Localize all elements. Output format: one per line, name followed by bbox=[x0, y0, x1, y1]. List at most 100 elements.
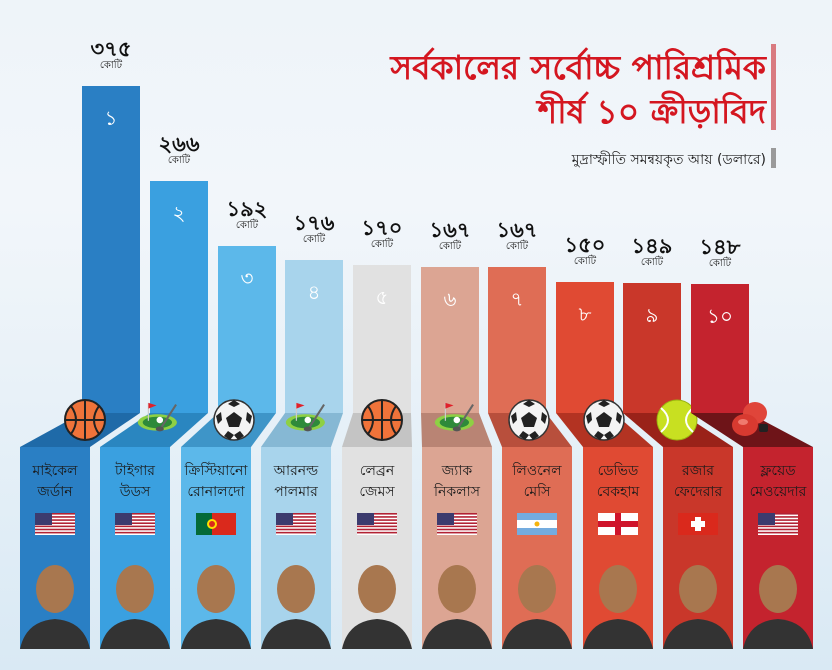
value-number: ২৬৬ bbox=[158, 132, 200, 156]
athlete-name: আরনল্ড পালমার bbox=[273, 463, 319, 500]
value-label: ১৭৬ কোটি bbox=[274, 212, 354, 246]
rank-label: ৫ bbox=[375, 285, 389, 309]
title-accent-bar bbox=[771, 44, 776, 130]
value-unit: কোটি bbox=[573, 256, 597, 267]
value-number: ১৭০ bbox=[361, 216, 403, 240]
football-icon bbox=[212, 398, 256, 442]
chart-title: সর্বকালের সর্বোচ্চ পারিশ্রমিক শীর্ষ ১০ ক… bbox=[390, 46, 766, 134]
basketball-icon bbox=[360, 398, 404, 442]
value-label: ১৪৮ কোটি bbox=[680, 236, 760, 270]
bar-2: ২ bbox=[150, 181, 208, 413]
title-line-1: সর্বকালের সর্বোচ্চ পারিশ্রমিক bbox=[390, 48, 766, 87]
bar-4: ৪ bbox=[285, 260, 343, 413]
flag-argentina-icon bbox=[517, 513, 557, 535]
flag-usa-icon bbox=[276, 513, 316, 535]
athlete-photo bbox=[583, 547, 653, 649]
value-label: ১৪৯ কোটি bbox=[612, 235, 692, 269]
value-number: ১৬৭ bbox=[496, 218, 538, 242]
value-number: ৩৭৫ bbox=[90, 37, 132, 61]
rank-label: ৭ bbox=[510, 287, 524, 311]
bar-1: ১ bbox=[82, 86, 140, 413]
subtitle-accent-bar bbox=[771, 148, 776, 168]
athlete-name: জ্যাক নিকলাস bbox=[434, 463, 480, 500]
bar-9: ৯ bbox=[623, 283, 681, 413]
athlete-photo bbox=[422, 547, 492, 649]
value-number: ১৭৬ bbox=[293, 211, 335, 235]
flag-england-icon bbox=[598, 513, 638, 535]
flag-usa-icon bbox=[758, 513, 798, 535]
value-number: ১৬৭ bbox=[429, 218, 471, 242]
athlete-panel: রজার ফেদেরার bbox=[663, 447, 733, 649]
flag-usa-icon bbox=[115, 513, 155, 535]
value-unit: কোটি bbox=[438, 241, 462, 252]
bar-6: ৬ bbox=[421, 267, 479, 413]
golf-icon bbox=[434, 398, 478, 442]
value-unit: কোটি bbox=[708, 258, 732, 269]
rank-label: ৯ bbox=[645, 303, 659, 327]
athlete-panel: লেব্রন জেমস bbox=[342, 447, 412, 649]
value-label: ১৬৭ কোটি bbox=[410, 219, 490, 253]
athlete-photo bbox=[100, 547, 170, 649]
value-unit: কোটি bbox=[640, 257, 664, 268]
athlete-panel: জ্যাক নিকলাস bbox=[422, 447, 492, 649]
basketball-icon bbox=[63, 398, 107, 442]
value-unit: কোটি bbox=[302, 234, 326, 245]
athlete-name: লিওনেল মেসি bbox=[512, 463, 562, 500]
athlete-panel: ক্রিস্টিয়ানো রোনালদো bbox=[181, 447, 251, 649]
flag-usa-icon bbox=[437, 513, 477, 535]
athlete-name: মাইকেল জর্ডান bbox=[32, 463, 78, 500]
value-label: ১৫০ কোটি bbox=[545, 234, 625, 268]
athlete-panel: মাইকেল জর্ডান bbox=[20, 447, 90, 649]
athlete-photo bbox=[20, 547, 90, 649]
rank-label: ৮ bbox=[578, 302, 592, 326]
value-unit: কোটি bbox=[370, 239, 394, 250]
athlete-name: রজার ফেদেরার bbox=[673, 463, 723, 500]
boxing-icon bbox=[729, 398, 773, 442]
athlete-photo bbox=[181, 547, 251, 649]
rank-label: ১০ bbox=[707, 304, 733, 328]
value-label: ১৭০ কোটি bbox=[342, 217, 422, 251]
bar-7: ৭ bbox=[488, 267, 546, 413]
rank-label: ৪ bbox=[307, 280, 321, 304]
rank-label: ২ bbox=[172, 201, 186, 225]
value-label: ৩৭৫ কোটি bbox=[71, 38, 151, 72]
flag-portugal-icon bbox=[196, 513, 236, 535]
rank-label: ১ bbox=[104, 106, 118, 130]
golf-icon bbox=[285, 398, 329, 442]
chart-subtitle: মুদ্রাস্ফীতি সমন্বয়কৃত আয় (ডলারে) bbox=[571, 152, 766, 168]
rank-label: ৬ bbox=[443, 287, 457, 311]
bar-8: ৮ bbox=[556, 282, 614, 413]
athlete-panel: টাইগার উডস bbox=[100, 447, 170, 649]
value-number: ১৯২ bbox=[226, 197, 268, 221]
athlete-photo bbox=[663, 547, 733, 649]
bar-3: ৩ bbox=[218, 246, 276, 413]
value-unit: কোটি bbox=[505, 241, 529, 252]
flag-switzerland-icon bbox=[678, 513, 718, 535]
value-unit: কোটি bbox=[99, 60, 123, 71]
athlete-photo bbox=[502, 547, 572, 649]
athlete-photo bbox=[342, 547, 412, 649]
value-number: ১৪৮ bbox=[699, 235, 741, 259]
value-unit: কোটি bbox=[235, 220, 259, 231]
golf-icon bbox=[137, 398, 181, 442]
athlete-photo bbox=[743, 547, 813, 649]
athlete-name: ফ্লয়েড মেওয়েদার bbox=[749, 463, 807, 500]
flag-usa-icon bbox=[35, 513, 75, 535]
athlete-name: ক্রিস্টিয়ানো রোনালদো bbox=[184, 463, 248, 500]
bar-10: ১০ bbox=[691, 284, 749, 413]
athlete-photo bbox=[261, 547, 331, 649]
athlete-name: টাইগার উডস bbox=[115, 463, 155, 500]
athlete-panel: আরনল্ড পালমার bbox=[261, 447, 331, 649]
value-unit: কোটি bbox=[167, 155, 191, 166]
football-icon bbox=[582, 398, 626, 442]
rank-label: ৩ bbox=[240, 266, 254, 290]
value-label: ১৯২ কোটি bbox=[207, 198, 287, 232]
title-line-2: শীর্ষ ১০ ক্রীড়াবিদ bbox=[537, 92, 766, 131]
value-label: ১৬৭ কোটি bbox=[477, 219, 557, 253]
athlete-panel: ফ্লয়েড মেওয়েদার bbox=[743, 447, 813, 649]
athlete-name: ডেভিড বেকহাম bbox=[596, 463, 640, 500]
value-label: ২৬৬ কোটি bbox=[139, 133, 219, 167]
bar-5: ৫ bbox=[353, 265, 411, 413]
value-number: ১৪৯ bbox=[631, 234, 673, 258]
flag-usa-icon bbox=[357, 513, 397, 535]
